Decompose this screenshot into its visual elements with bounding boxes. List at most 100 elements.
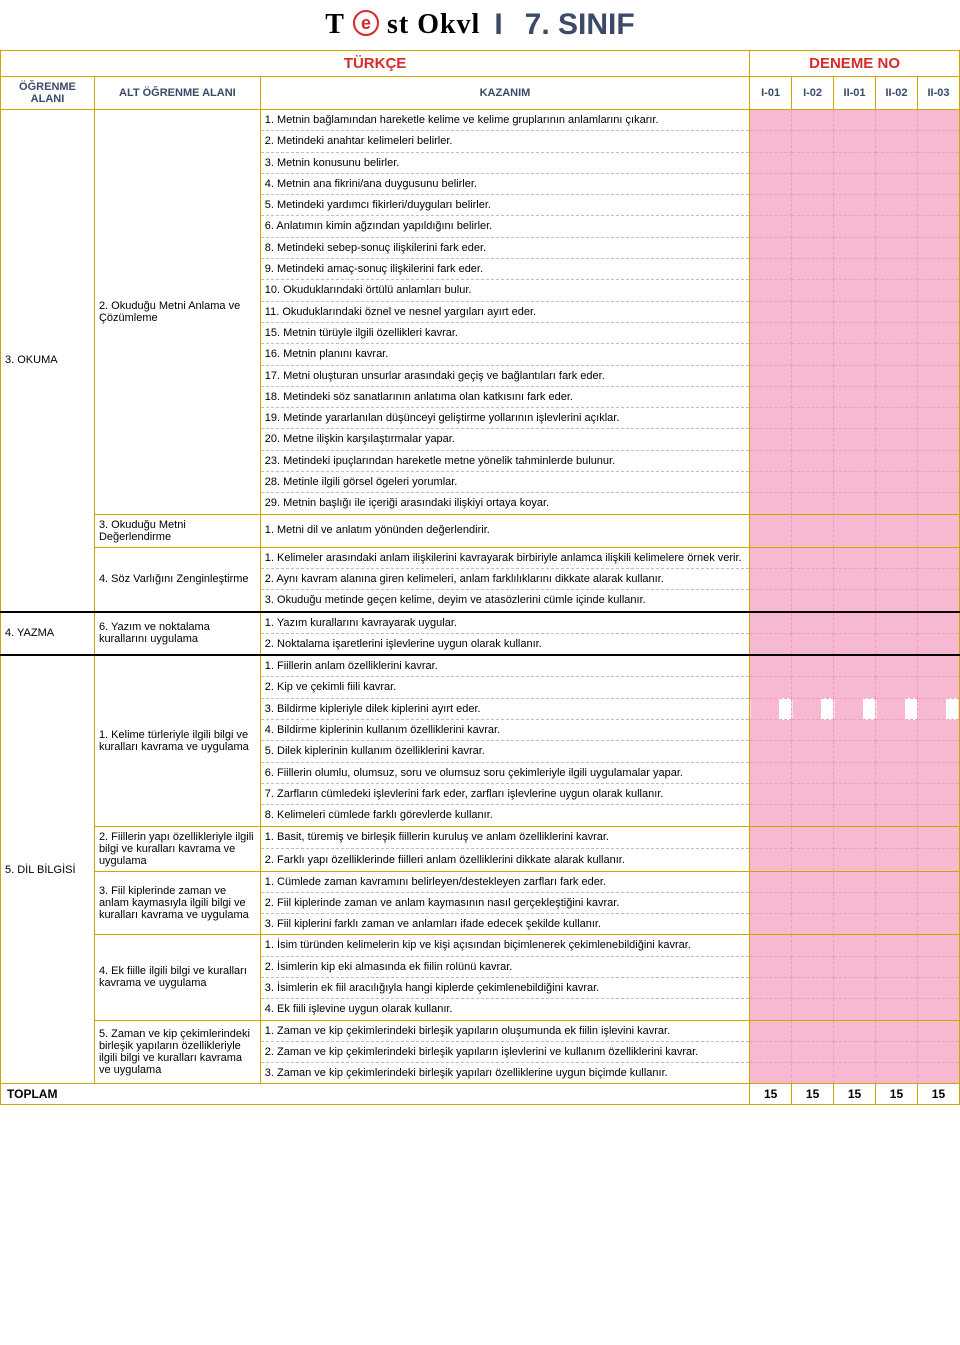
deneme-cell — [876, 871, 918, 892]
deneme-cell — [750, 633, 792, 655]
kazanim-cell: 2. Zaman ve kip çekimlerindeki birleşik … — [260, 1041, 749, 1062]
deneme-cell — [876, 568, 918, 589]
kazanim-cell: 1. Metnin bağlamından hareketle kelime v… — [260, 110, 749, 131]
kazanim-cell: 1. Basit, türemiş ve birleşik fiillerin … — [260, 826, 749, 849]
hdr-d1: I-02 — [792, 77, 834, 110]
deneme-cell — [792, 677, 834, 698]
deneme-cell — [876, 322, 918, 343]
deneme-cell — [792, 892, 834, 913]
alt-cell: 2. Fiillerin yapı özellikleriyle ilgili … — [94, 826, 260, 871]
hdr-kazanim: KAZANIM — [260, 77, 749, 110]
kazanim-cell: 2. Farklı yapı özelliklerinde fiilleri a… — [260, 849, 749, 872]
deneme-cell — [917, 493, 959, 514]
deneme-cell — [834, 131, 876, 152]
deneme-cell — [834, 493, 876, 514]
deneme-cell — [917, 365, 959, 386]
deneme-cell — [792, 871, 834, 892]
alt-cell: 6. Yazım ve noktalama kurallarını uygula… — [94, 612, 260, 656]
deneme-cell — [750, 935, 792, 956]
deneme-cell — [834, 365, 876, 386]
kazanim-cell: 2. Metindeki anahtar kelimeleri belirler… — [260, 131, 749, 152]
deneme-cell — [876, 131, 918, 152]
deneme-cell — [834, 450, 876, 471]
deneme-cell — [876, 301, 918, 322]
deneme-cell — [792, 1041, 834, 1062]
deneme-cell — [834, 386, 876, 407]
data-row: 3. Okuduğu Metni Değerlendirme1. Metni d… — [1, 514, 960, 547]
deneme-cell — [876, 762, 918, 783]
toplam-v4: 15 — [917, 1084, 959, 1105]
kazanim-cell: 23. Metindeki ipuçlarından hareketle met… — [260, 450, 749, 471]
deneme-cell — [750, 322, 792, 343]
deneme-cell — [792, 493, 834, 514]
deneme-cell — [750, 805, 792, 826]
deneme-cell — [917, 237, 959, 258]
deneme-cell — [834, 472, 876, 493]
deneme-cell — [917, 956, 959, 977]
subject-row: TÜRKÇE DENEME NO — [1, 51, 960, 77]
kazanim-cell: 8. Kelimeleri cümlede farklı görevlerde … — [260, 805, 749, 826]
deneme-cell — [917, 999, 959, 1020]
deneme-cell — [750, 173, 792, 194]
deneme-cell — [917, 547, 959, 568]
deneme-cell — [917, 783, 959, 804]
deneme-cell — [917, 152, 959, 173]
kazanim-cell: 3. Okuduğu metinde geçen kelime, deyim v… — [260, 590, 749, 612]
deneme-cell — [834, 259, 876, 280]
deneme-cell — [792, 322, 834, 343]
deneme-cell — [917, 386, 959, 407]
deneme-cell — [792, 237, 834, 258]
deneme-cell — [792, 173, 834, 194]
logo-left: T — [325, 9, 345, 41]
deneme-cell — [792, 956, 834, 977]
deneme-cell — [834, 783, 876, 804]
deneme-cell — [876, 1041, 918, 1062]
deneme-cell — [917, 322, 959, 343]
deneme-cell — [834, 677, 876, 698]
deneme-cell — [834, 547, 876, 568]
deneme-cell — [876, 493, 918, 514]
deneme-cell — [876, 720, 918, 741]
deneme-cell — [876, 935, 918, 956]
kazanim-cell: 1. Fiillerin anlam özelliklerini kavrar. — [260, 655, 749, 677]
kazanim-cell: 1. Zaman ve kip çekimlerindeki birleşik … — [260, 1020, 749, 1041]
deneme-cell — [834, 429, 876, 450]
deneme-cell — [834, 871, 876, 892]
deneme-cell — [834, 741, 876, 762]
deneme-cell — [834, 826, 876, 849]
deneme-cell — [792, 547, 834, 568]
deneme-cell — [750, 892, 792, 913]
deneme-cell — [876, 741, 918, 762]
logo-sep: I — [494, 8, 502, 42]
alt-cell: 3. Fiil kiplerinde zaman ve anlam kaymas… — [94, 871, 260, 935]
deneme-cell — [917, 892, 959, 913]
deneme-cell — [834, 152, 876, 173]
deneme-cell — [917, 805, 959, 826]
deneme-cell — [876, 344, 918, 365]
deneme-cell — [876, 590, 918, 612]
deneme-cell — [917, 826, 959, 849]
deneme-cell — [917, 216, 959, 237]
kazanim-cell: 4. Bildirme kiplerinin kullanım özellikl… — [260, 720, 749, 741]
deneme-cell — [917, 1063, 959, 1084]
deneme-cell — [750, 514, 792, 547]
deneme-cell — [834, 720, 876, 741]
alt-cell: 2. Okuduğu Metni Anlama ve Çözümleme — [94, 110, 260, 515]
deneme-cell — [792, 783, 834, 804]
deneme-cell — [876, 195, 918, 216]
deneme-cell — [834, 301, 876, 322]
hdr-d2: II-01 — [834, 77, 876, 110]
deneme-cell — [750, 472, 792, 493]
deneme-cell — [750, 568, 792, 589]
deneme-cell — [750, 547, 792, 568]
deneme-cell — [917, 280, 959, 301]
hdr-ogrenme: ÖĞRENME ALANI — [1, 77, 95, 110]
deneme-cell — [876, 237, 918, 258]
deneme-cell — [876, 612, 918, 634]
deneme-cell — [834, 514, 876, 547]
deneme-cell — [834, 216, 876, 237]
deneme-cell — [917, 1041, 959, 1062]
main-table: TÜRKÇE DENEME NO ÖĞRENME ALANI ALT ÖĞREN… — [0, 50, 960, 1105]
kazanim-cell: 5. Dilek kiplerinin kullanım özellikleri… — [260, 741, 749, 762]
deneme-cell — [876, 698, 918, 719]
